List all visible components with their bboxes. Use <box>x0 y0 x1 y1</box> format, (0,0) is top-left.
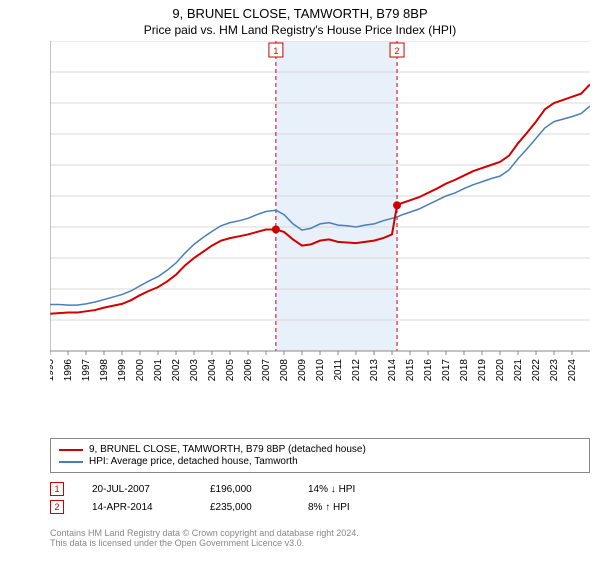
sale-date: 14-APR-2014 <box>92 502 182 513</box>
legend-item: 9, BRUNEL CLOSE, TAMWORTH, B79 8BP (deta… <box>59 444 581 455</box>
x-tick-label: 2021 <box>513 359 524 382</box>
chart-svg: £0£50K£100K£150K£200K£250K£300K£350K£400… <box>50 41 590 391</box>
sale-marker: 1 <box>50 482 64 496</box>
sales-table: 1 20-JUL-2007 £196,000 14% ↓ HPI 2 14-APR-201… <box>50 478 590 518</box>
x-tick-label: 2012 <box>351 359 362 382</box>
x-tick-label: 2003 <box>189 359 200 382</box>
sale-price: £235,000 <box>210 502 280 513</box>
x-tick-label: 1999 <box>117 359 128 382</box>
x-tick-label: 1995 <box>50 359 56 382</box>
footnote: Contains HM Land Registry data © Crown c… <box>50 528 590 548</box>
sale-marker: 2 <box>50 500 64 514</box>
x-tick-label: 2013 <box>369 359 380 382</box>
x-tick-label: 2014 <box>387 359 398 382</box>
sale-point <box>272 225 280 233</box>
x-tick-label: 2023 <box>549 359 560 382</box>
x-tick-label: 2018 <box>459 359 470 382</box>
x-tick-label: 2015 <box>405 359 416 382</box>
legend-swatch <box>59 461 83 463</box>
footnote-line: Contains HM Land Registry data © Crown c… <box>50 528 590 538</box>
x-tick-label: 2022 <box>531 359 542 382</box>
sale-row: 1 20-JUL-2007 £196,000 14% ↓ HPI <box>50 482 590 496</box>
x-tick-label: 2017 <box>441 359 452 382</box>
legend-label: 9, BRUNEL CLOSE, TAMWORTH, B79 8BP (deta… <box>89 444 366 455</box>
chart-title: 9, BRUNEL CLOSE, TAMWORTH, B79 8BP <box>0 6 600 21</box>
x-tick-label: 2010 <box>315 359 326 382</box>
sale-marker-label: 2 <box>395 46 400 56</box>
x-tick-label: 2004 <box>207 359 218 382</box>
x-tick-label: 2008 <box>279 359 290 382</box>
x-tick-label: 2019 <box>477 359 488 382</box>
x-tick-label: 2005 <box>225 359 236 382</box>
x-tick-label: 2009 <box>297 359 308 382</box>
x-tick-label: 1998 <box>99 359 110 382</box>
x-tick-label: 1996 <box>63 359 74 382</box>
footnote-line: This data is licensed under the Open Gov… <box>50 538 590 548</box>
x-tick-label: 2007 <box>261 359 272 382</box>
legend-swatch <box>59 449 83 451</box>
x-tick-label: 2011 <box>333 359 344 381</box>
chart-subtitle: Price paid vs. HM Land Registry's House … <box>0 23 600 37</box>
sale-price: £196,000 <box>210 484 280 495</box>
sale-diff: 14% ↓ HPI <box>308 484 388 495</box>
x-tick-label: 2016 <box>423 359 434 382</box>
legend-box: 9, BRUNEL CLOSE, TAMWORTH, B79 8BP (deta… <box>50 438 590 473</box>
sale-date: 20-JUL-2007 <box>92 484 182 495</box>
legend-item: HPI: Average price, detached house, Tamw… <box>59 456 581 467</box>
x-tick-label: 2000 <box>135 359 146 382</box>
x-tick-label: 2006 <box>243 359 254 382</box>
sale-diff: 8% ↑ HPI <box>308 502 388 513</box>
chart-container: 9, BRUNEL CLOSE, TAMWORTH, B79 8BP Price… <box>0 6 600 566</box>
x-tick-label: 2002 <box>171 359 182 382</box>
x-tick-label: 2024 <box>567 359 578 382</box>
sale-row: 2 14-APR-2014 £235,000 8% ↑ HPI <box>50 500 590 514</box>
x-tick-label: 2001 <box>153 359 164 382</box>
legend-label: HPI: Average price, detached house, Tamw… <box>89 456 298 467</box>
x-tick-label: 1997 <box>81 359 92 382</box>
x-tick-label: 2020 <box>495 359 506 382</box>
sale-point <box>393 201 401 209</box>
chart-area: £0£50K£100K£150K£200K£250K£300K£350K£400… <box>50 41 590 391</box>
sale-marker-label: 1 <box>273 46 278 56</box>
